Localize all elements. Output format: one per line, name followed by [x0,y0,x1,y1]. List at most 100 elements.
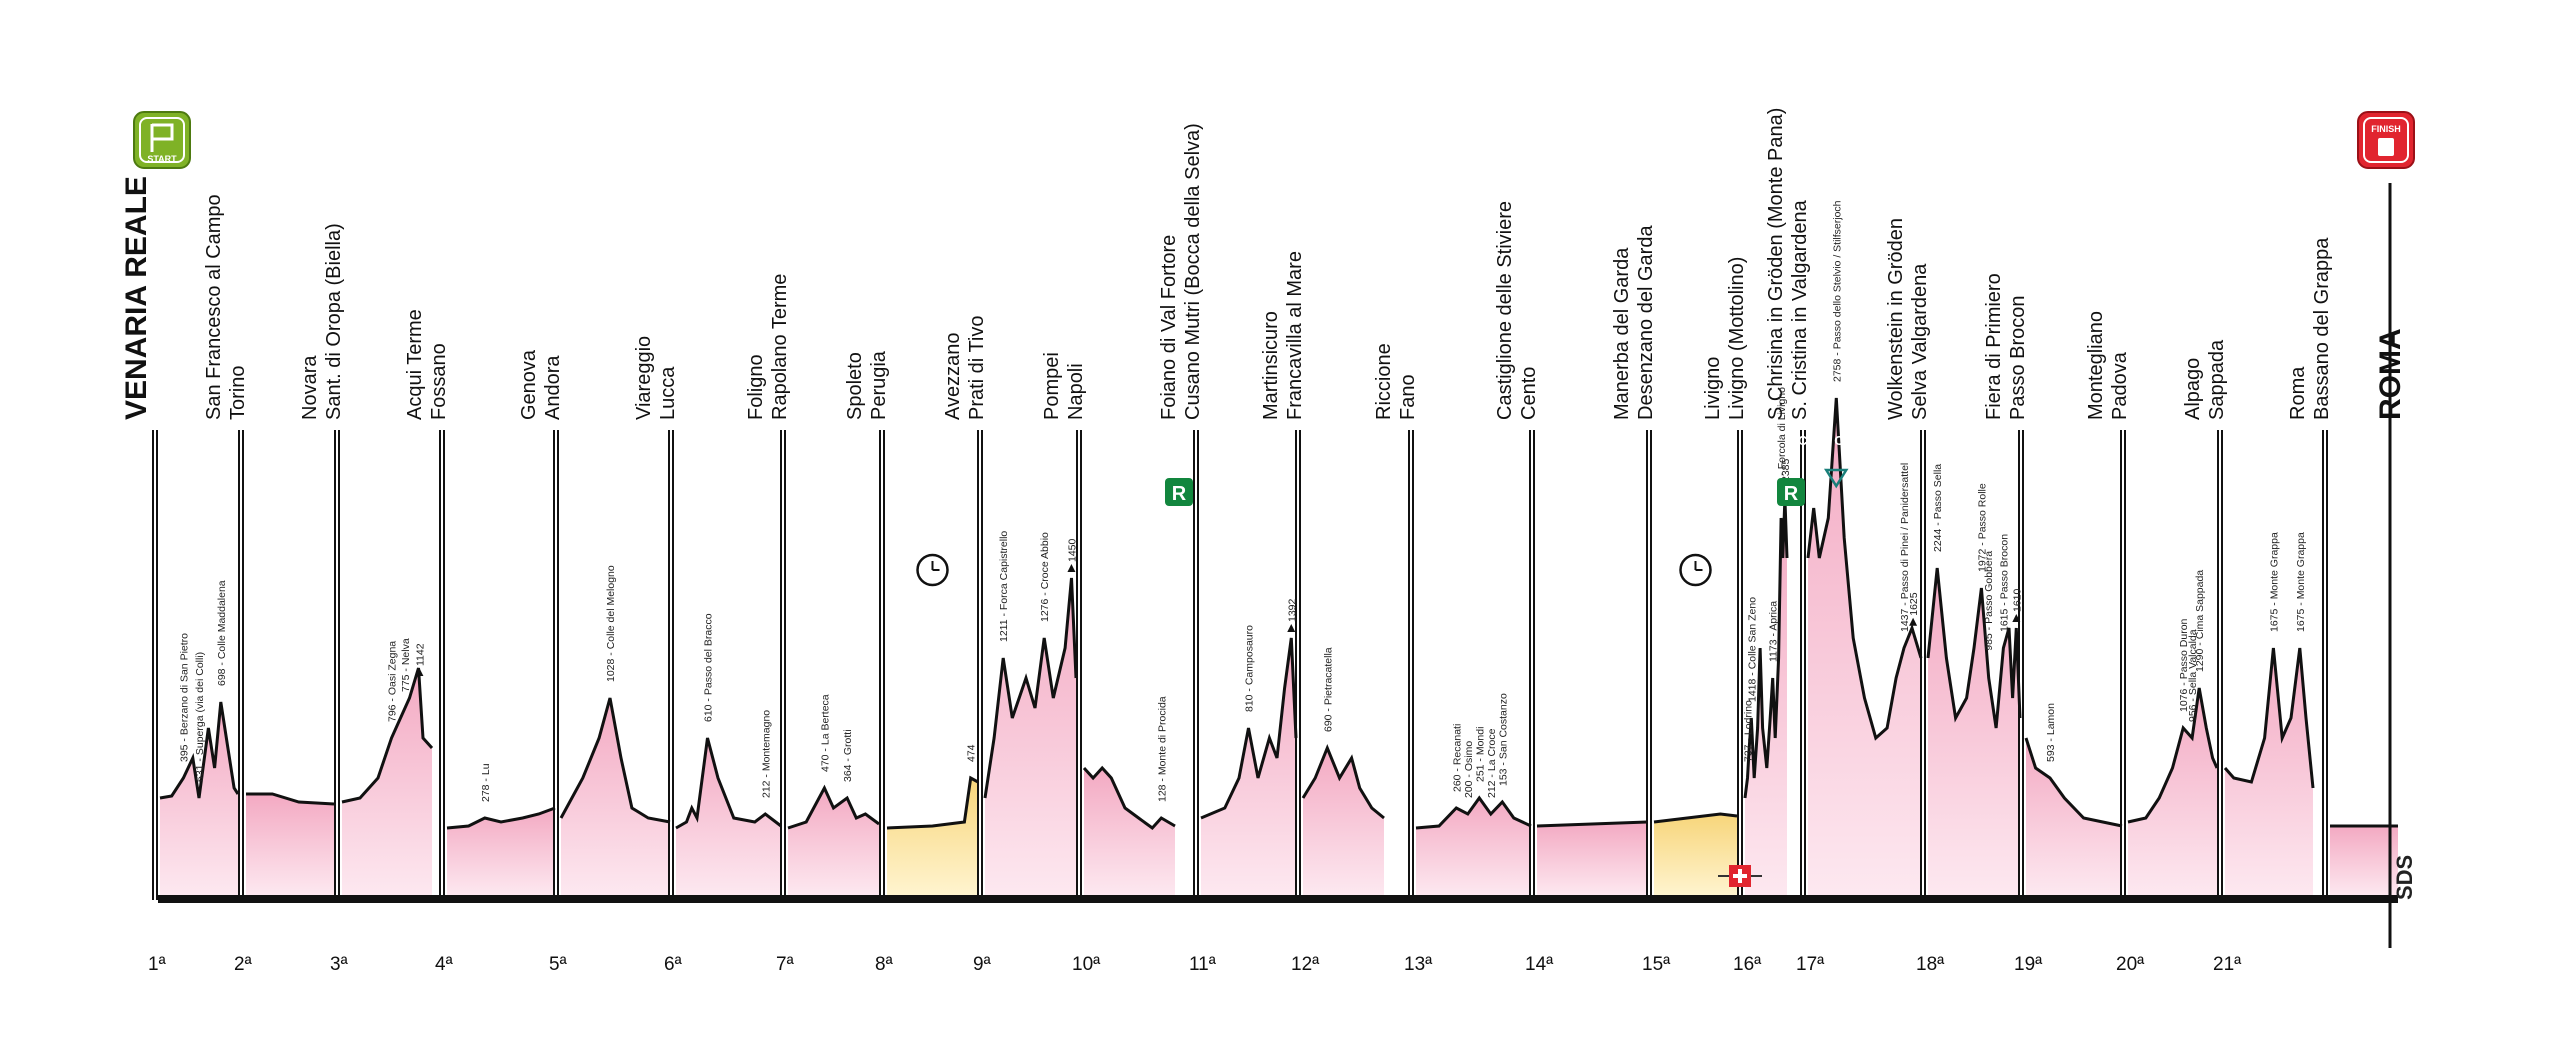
rest-day-letter: R [1172,483,1187,505]
climb-label: 737 - Lodrino [1743,700,1755,762]
stage-profile-area [160,702,238,895]
climb-label: 1028 - Colle del Melogno [605,565,617,682]
climb-label: 2315 - Forcola di Livigno [1776,387,1788,502]
stage-place-names: S.Chrisina in Gröden (Monte Pana) S. Cris… [1765,108,1811,420]
stage-number: 6ª [664,954,683,975]
climb-label: 278 - Lu [480,763,492,802]
stage-labels: VENARIA REALE San Francesco al Campo Torin… [120,108,2333,420]
stage-finish-name: Alpago [2182,358,2204,420]
stage-profile-line [1082,765,1176,831]
stage-number: 18ª [1916,954,1945,975]
stage-profile-line [2127,687,2219,824]
climb-label: 2244 - Passo Sella [1932,464,1944,552]
stage-profile-line [1806,397,1923,741]
stage-profile-area [1808,398,1921,895]
stage-place-names: Castiglione delle Stiviere Cento [1494,201,1540,420]
stage-start-name: Cento [1518,367,1540,420]
stage-number: 16ª [1733,954,1762,975]
stage-finish-name: Foiano di Val Fortore [1158,235,1180,420]
stage-place-names: Foligno Rapolano Terme [745,274,791,420]
climb-label: 212 - Montemagno [760,710,772,798]
stage-profile-area [2225,648,2313,895]
stage-number: 8ª [875,954,894,975]
climb-label: 2758 - Passo dello Stelvio / Stilfserjoc… [1831,200,1843,382]
climb-label: 1437 - Passo di Pinei / Panidersattel [1899,463,1911,632]
stage-number: 7ª [776,954,795,975]
stage-number: 17ª [1796,954,1825,975]
climb-label: 1610 [2011,588,2023,612]
stage-place-names: Viareggio Lucca [633,336,679,420]
climb-label: 1173 - Aprica [1768,601,1780,662]
climb-label: 775 - Nelva [400,638,412,692]
climb-label: 1450 [1066,538,1078,562]
stage-start-name: Rapolano Terme [769,274,791,420]
climb-label: 1625 [1908,592,1920,616]
stage-profile-area [2026,738,2122,895]
stage-place-names: San Francesco al Campo Torino [203,194,249,420]
stage-place-names: Foiano di Val Fortore Cusano Mutri (Bocca… [1158,123,1204,420]
stage-start-name: Lucca [657,366,679,420]
rest-day-badge [1777,478,1805,506]
summit-arrow-icon [415,668,424,676]
stage-profile-area [1303,748,1384,895]
stage-start-name: Livigno (Mottolino) [1726,257,1748,420]
stage-number: 11ª [1189,954,1217,975]
climb-label: 1276 - Croce Abbio [1039,532,1051,622]
stage-number: 5ª [549,954,568,975]
stage-place-names: Manerba del Garda Desenzano del Garda [1611,225,1657,420]
stage-place-names: Acqui Terme Fossano [404,309,450,420]
stage-number: 20ª [2116,954,2145,975]
stage-start-name: Perugia [868,350,890,420]
stage-profile-line [1301,744,1385,820]
stage-start-name: Bassano del Grappa [2311,237,2333,420]
sds-logo: SDS [2392,855,2417,900]
stage-dividers [152,430,2328,900]
stage-profile-area [2330,826,2398,895]
stage-profile-area [1654,814,1737,895]
stage-finish-name: Foligno [745,354,767,420]
stage-profile-area [1084,768,1175,895]
stage-profile-line [886,775,979,830]
final-city-label: ROMA [2374,328,2407,420]
climb-label: 956 - Sella Valcalda [2187,629,2199,722]
stage-profile-area [1416,798,1531,895]
stage-start-name: Francavilla al Mare [1284,251,1306,420]
stage-start-name: Andora [542,355,564,420]
stage-finish-name: Viareggio [633,336,655,420]
stage-finish-name: Montegliano [2085,311,2107,420]
stage-profile-area [2128,688,2217,895]
stage-profile-line [1743,497,1789,799]
stage-numbers: 1ª 2ª 3ª 4ª 5ª 6ª 7ª 8ª 9ª 10ª 11ª 12ª 13ª 14ª 15ª 16ª 1… [148,954,2242,975]
stage-profile-line [675,737,782,830]
stage-number: 9ª [973,954,992,975]
summit-arrow-icon [2012,614,2021,622]
stage-profile-line [1200,637,1298,820]
climb-label: 395 - Berzano di San Pietro [178,633,190,762]
finish-badge: FINISH [2357,111,2415,169]
stage-number: 10ª [1072,954,1101,975]
start-badge: START [133,111,191,169]
climb-label: 251 - Mondi [1474,727,1486,782]
stage-place-names: Martinsicuro Francavilla al Mare [1260,251,1306,420]
stage-profile-line [787,784,880,830]
stage-finish-name: Avezzano [942,333,964,420]
stage-profile-area [1201,638,1296,895]
summit-arrow-icon [1909,617,1918,626]
rest-day-badge [1165,478,1193,506]
stage-profiles [159,397,2398,895]
climb-label: 1142 [414,643,426,666]
stage-profile-line [1926,567,2022,729]
stage-finish-name: Acqui Terme [404,309,426,420]
stage-profile-line [341,667,434,804]
climb-label: 1972 - Passo Rolle [1976,483,1988,572]
stage-profile-area [788,788,879,895]
stage-finish-name: Castiglione delle Stiviere [1494,201,1516,420]
stage-start-name: Cusano Mutri (Bocca della Selva) [1182,123,1204,420]
stage-start-name: Selva Valgardena [1909,263,1931,420]
climb-label: 1615 - Passo Brocon [1998,534,2010,632]
stage-number: 14ª [1525,954,1554,975]
stage-number: 12ª [1291,954,1320,975]
stage-place-names: VENARIA REALE [120,176,153,420]
stage-profile-area [1928,568,2020,895]
